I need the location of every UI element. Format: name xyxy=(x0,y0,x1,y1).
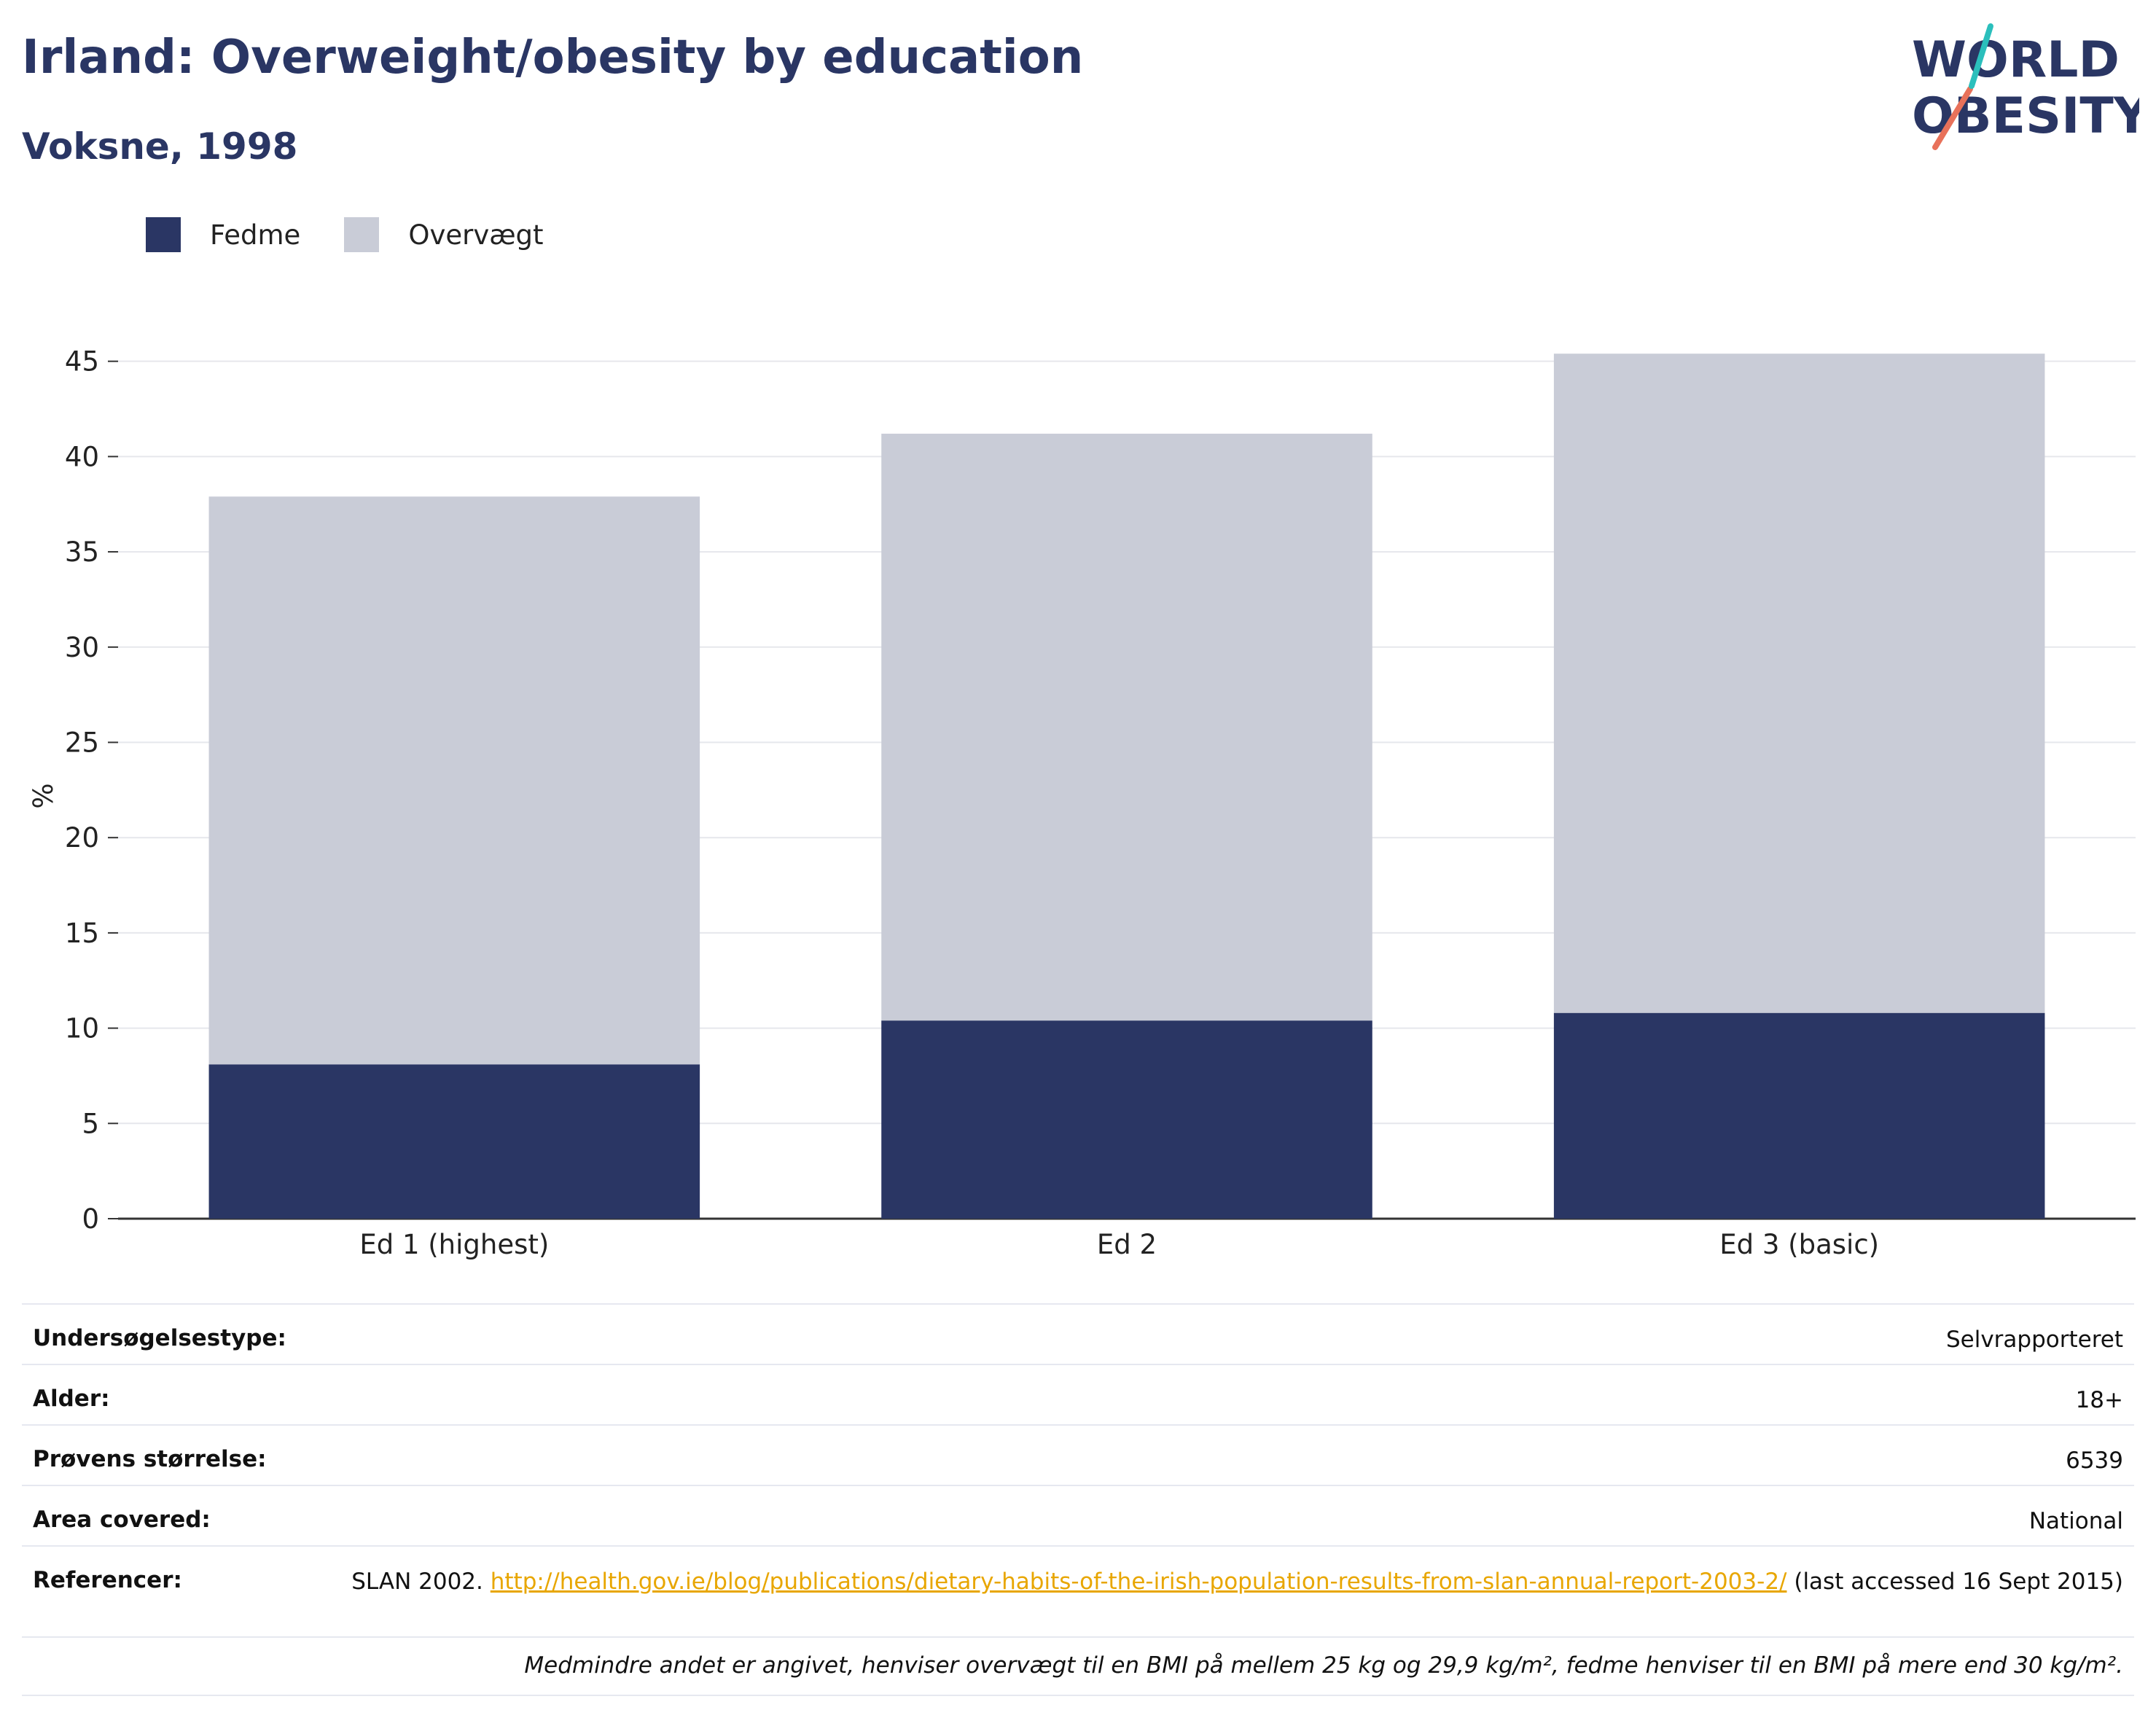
bar-obesity-2[interactable] xyxy=(881,1020,1372,1219)
y-tick-label: 15 xyxy=(65,918,99,949)
reference-accessed: (last accessed 16 Sept 2015) xyxy=(1794,1569,2123,1595)
legend-label-overweight: Overvægt xyxy=(408,219,544,251)
x-tick-label: Ed 3 (basic) xyxy=(1719,1229,1879,1260)
metadata-table: Undersøgelsestype: Selvrapporteret Alder… xyxy=(22,1303,2134,1696)
meta-label-references: Referencer: xyxy=(33,1567,182,1593)
world-obesity-logo: WORLD OBESITY xyxy=(1912,23,2139,150)
meta-row-sample-size: Prøvens størrelse: 6539 xyxy=(22,1424,2134,1485)
meta-value-age: 18+ xyxy=(2075,1387,2123,1413)
bar-overweight-1[interactable] xyxy=(208,496,700,1065)
logo-slash-teal xyxy=(1969,23,1993,89)
legend-swatch-obesity xyxy=(146,217,181,252)
meta-label-survey-type: Undersøgelsestype: xyxy=(33,1325,286,1351)
chart-title: Irland: Overweight/obesity by education xyxy=(22,31,1084,85)
y-axis-ticks: 0 5 10 15 20 25 30 35 40 45 xyxy=(65,350,118,1235)
chart-legend: Fedme Overvægt xyxy=(146,217,587,252)
legend-item-overweight[interactable]: Overvægt xyxy=(344,217,544,252)
y-tick-label: 25 xyxy=(65,727,99,758)
meta-value-sample-size: 6539 xyxy=(2066,1448,2123,1474)
chart-subtitle: Voksne, 1998 xyxy=(22,125,298,168)
y-axis-label: % xyxy=(28,783,59,808)
y-tick-label: 35 xyxy=(65,536,99,568)
x-tick-label: Ed 2 xyxy=(1097,1229,1157,1260)
y-tick-label: 20 xyxy=(65,822,99,854)
y-tick-label: 5 xyxy=(82,1108,99,1139)
meta-value-references: SLAN 2002. http://health.gov.ie/blog/pub… xyxy=(351,1567,2123,1597)
footnote: Medmindre andet er angivet, henviser ove… xyxy=(22,1636,2134,1696)
y-tick-label: 0 xyxy=(82,1203,99,1235)
meta-value-area: National xyxy=(2028,1508,2123,1534)
meta-label-area: Area covered: xyxy=(33,1507,211,1533)
y-tick-label: 40 xyxy=(65,441,99,472)
x-tick-label: Ed 1 (highest) xyxy=(359,1229,549,1260)
reference-link[interactable]: http://health.gov.ie/blog/publications/d… xyxy=(490,1569,1787,1595)
meta-row-survey-type: Undersøgelsestype: Selvrapporteret xyxy=(22,1303,2134,1364)
meta-row-references: Referencer: SLAN 2002. http://health.gov… xyxy=(22,1545,2134,1636)
y-tick-label: 30 xyxy=(65,632,99,663)
meta-row-area: Area covered: National xyxy=(22,1485,2134,1545)
bars xyxy=(208,354,2045,1219)
legend-swatch-overweight xyxy=(344,217,380,252)
meta-row-age: Alder: 18+ xyxy=(22,1364,2134,1424)
meta-value-survey-type: Selvrapporteret xyxy=(1945,1327,2123,1353)
bar-obesity-1[interactable] xyxy=(208,1064,700,1219)
legend-label-obesity: Fedme xyxy=(210,219,301,251)
logo-slash-red xyxy=(1932,86,1973,150)
y-tick-label: 45 xyxy=(65,350,99,378)
y-tick-label: 10 xyxy=(65,1013,99,1044)
x-axis-ticks: Ed 1 (highest) Ed 2 Ed 3 (basic) xyxy=(359,1229,1879,1260)
bar-overweight-3[interactable] xyxy=(1553,354,2045,1013)
legend-item-obesity[interactable]: Fedme xyxy=(146,217,300,252)
logo-line-2: OBESITY xyxy=(1912,87,2139,145)
reference-text: SLAN 2002. xyxy=(351,1569,483,1595)
meta-label-age: Alder: xyxy=(33,1386,110,1412)
meta-label-sample-size: Prøvens størrelse: xyxy=(33,1446,267,1472)
logo-line-1: WORLD xyxy=(1912,31,2120,89)
bar-obesity-3[interactable] xyxy=(1553,1012,2045,1219)
bar-overweight-2[interactable] xyxy=(881,434,1372,1021)
